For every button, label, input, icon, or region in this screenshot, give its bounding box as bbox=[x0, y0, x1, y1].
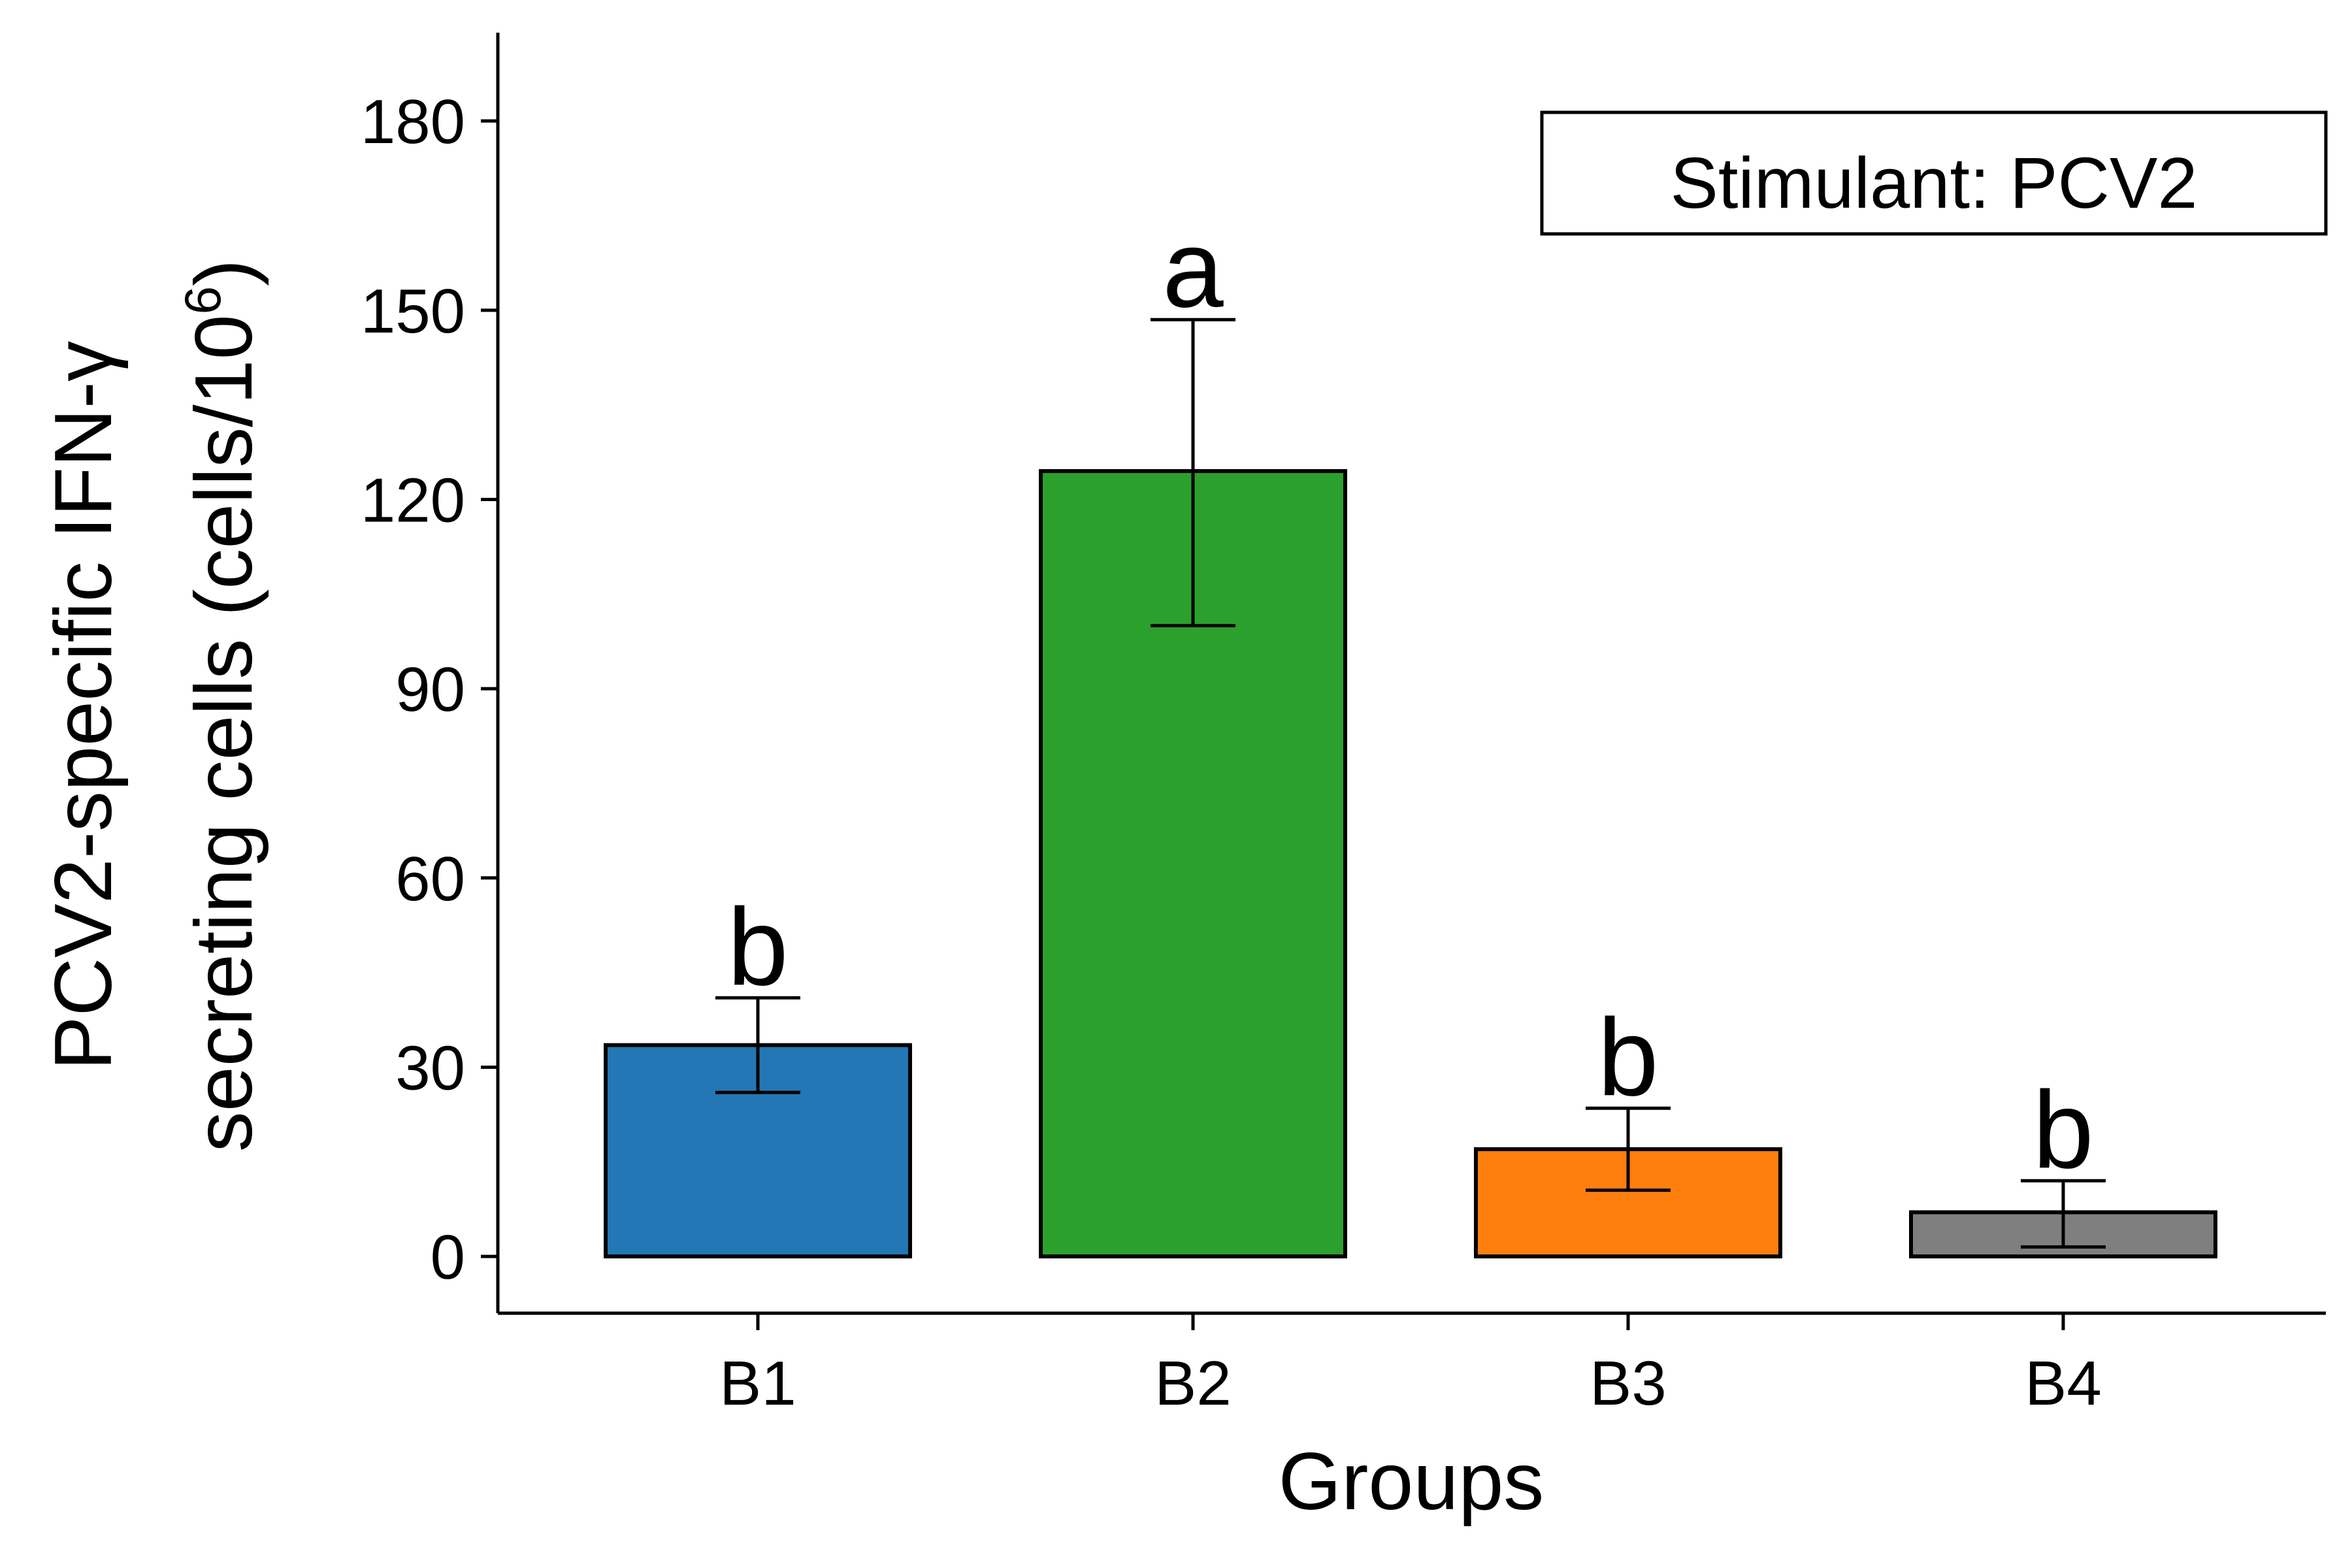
y-axis-title-line1: PCV2-specific IFN-γ bbox=[39, 341, 129, 1070]
y-axis-title-line2-prefix: secreting cells (cells/10 bbox=[179, 314, 269, 1152]
plot-area: b a b b bbox=[604, 207, 2217, 1259]
significance-label-B3: b bbox=[1597, 996, 1658, 1119]
error-bar-B2 bbox=[1151, 318, 1235, 628]
annotation-text: Stimulant: PCV2 bbox=[1670, 143, 2197, 223]
y-tick-label-90: 90 bbox=[395, 655, 465, 725]
annotation-box: Stimulant: PCV2 bbox=[1540, 110, 2328, 236]
x-tick-label-B2: B2 bbox=[1154, 1348, 1231, 1418]
x-axis-title: Groups bbox=[1279, 1437, 1544, 1527]
x-axis: B1 B2 B3 B4 bbox=[498, 1311, 2326, 1418]
y-axis-title-superscript: 6 bbox=[174, 286, 231, 314]
error-bar-B1 bbox=[715, 996, 800, 1094]
y-tick-label-30: 30 bbox=[395, 1033, 465, 1103]
annotation-frame bbox=[1540, 110, 2328, 236]
error-bar-B3 bbox=[1586, 1106, 1671, 1192]
y-tick-label-120: 120 bbox=[361, 465, 465, 535]
error-bar-B4 bbox=[2021, 1179, 2106, 1249]
y-axis-title-line2-suffix: ) bbox=[179, 259, 269, 286]
y-tick-label-0: 0 bbox=[431, 1222, 465, 1292]
y-tick-label-150: 150 bbox=[361, 276, 465, 346]
x-tick-label-B1: B1 bbox=[719, 1348, 796, 1418]
y-tick-label-60: 60 bbox=[395, 844, 465, 914]
y-axis: 0 30 60 90 120 150 180 bbox=[361, 33, 500, 1313]
significance-label-B1: b bbox=[727, 885, 788, 1008]
significance-label-B4: b bbox=[2033, 1068, 2093, 1191]
significance-label-B2: a bbox=[1162, 207, 1224, 330]
x-tick-label-B3: B3 bbox=[1590, 1348, 1666, 1418]
y-axis-title-line2: secreting cells (cells/106) bbox=[174, 259, 269, 1152]
y-tick-label-180: 180 bbox=[361, 87, 465, 157]
x-tick-label-B4: B4 bbox=[2025, 1348, 2101, 1418]
